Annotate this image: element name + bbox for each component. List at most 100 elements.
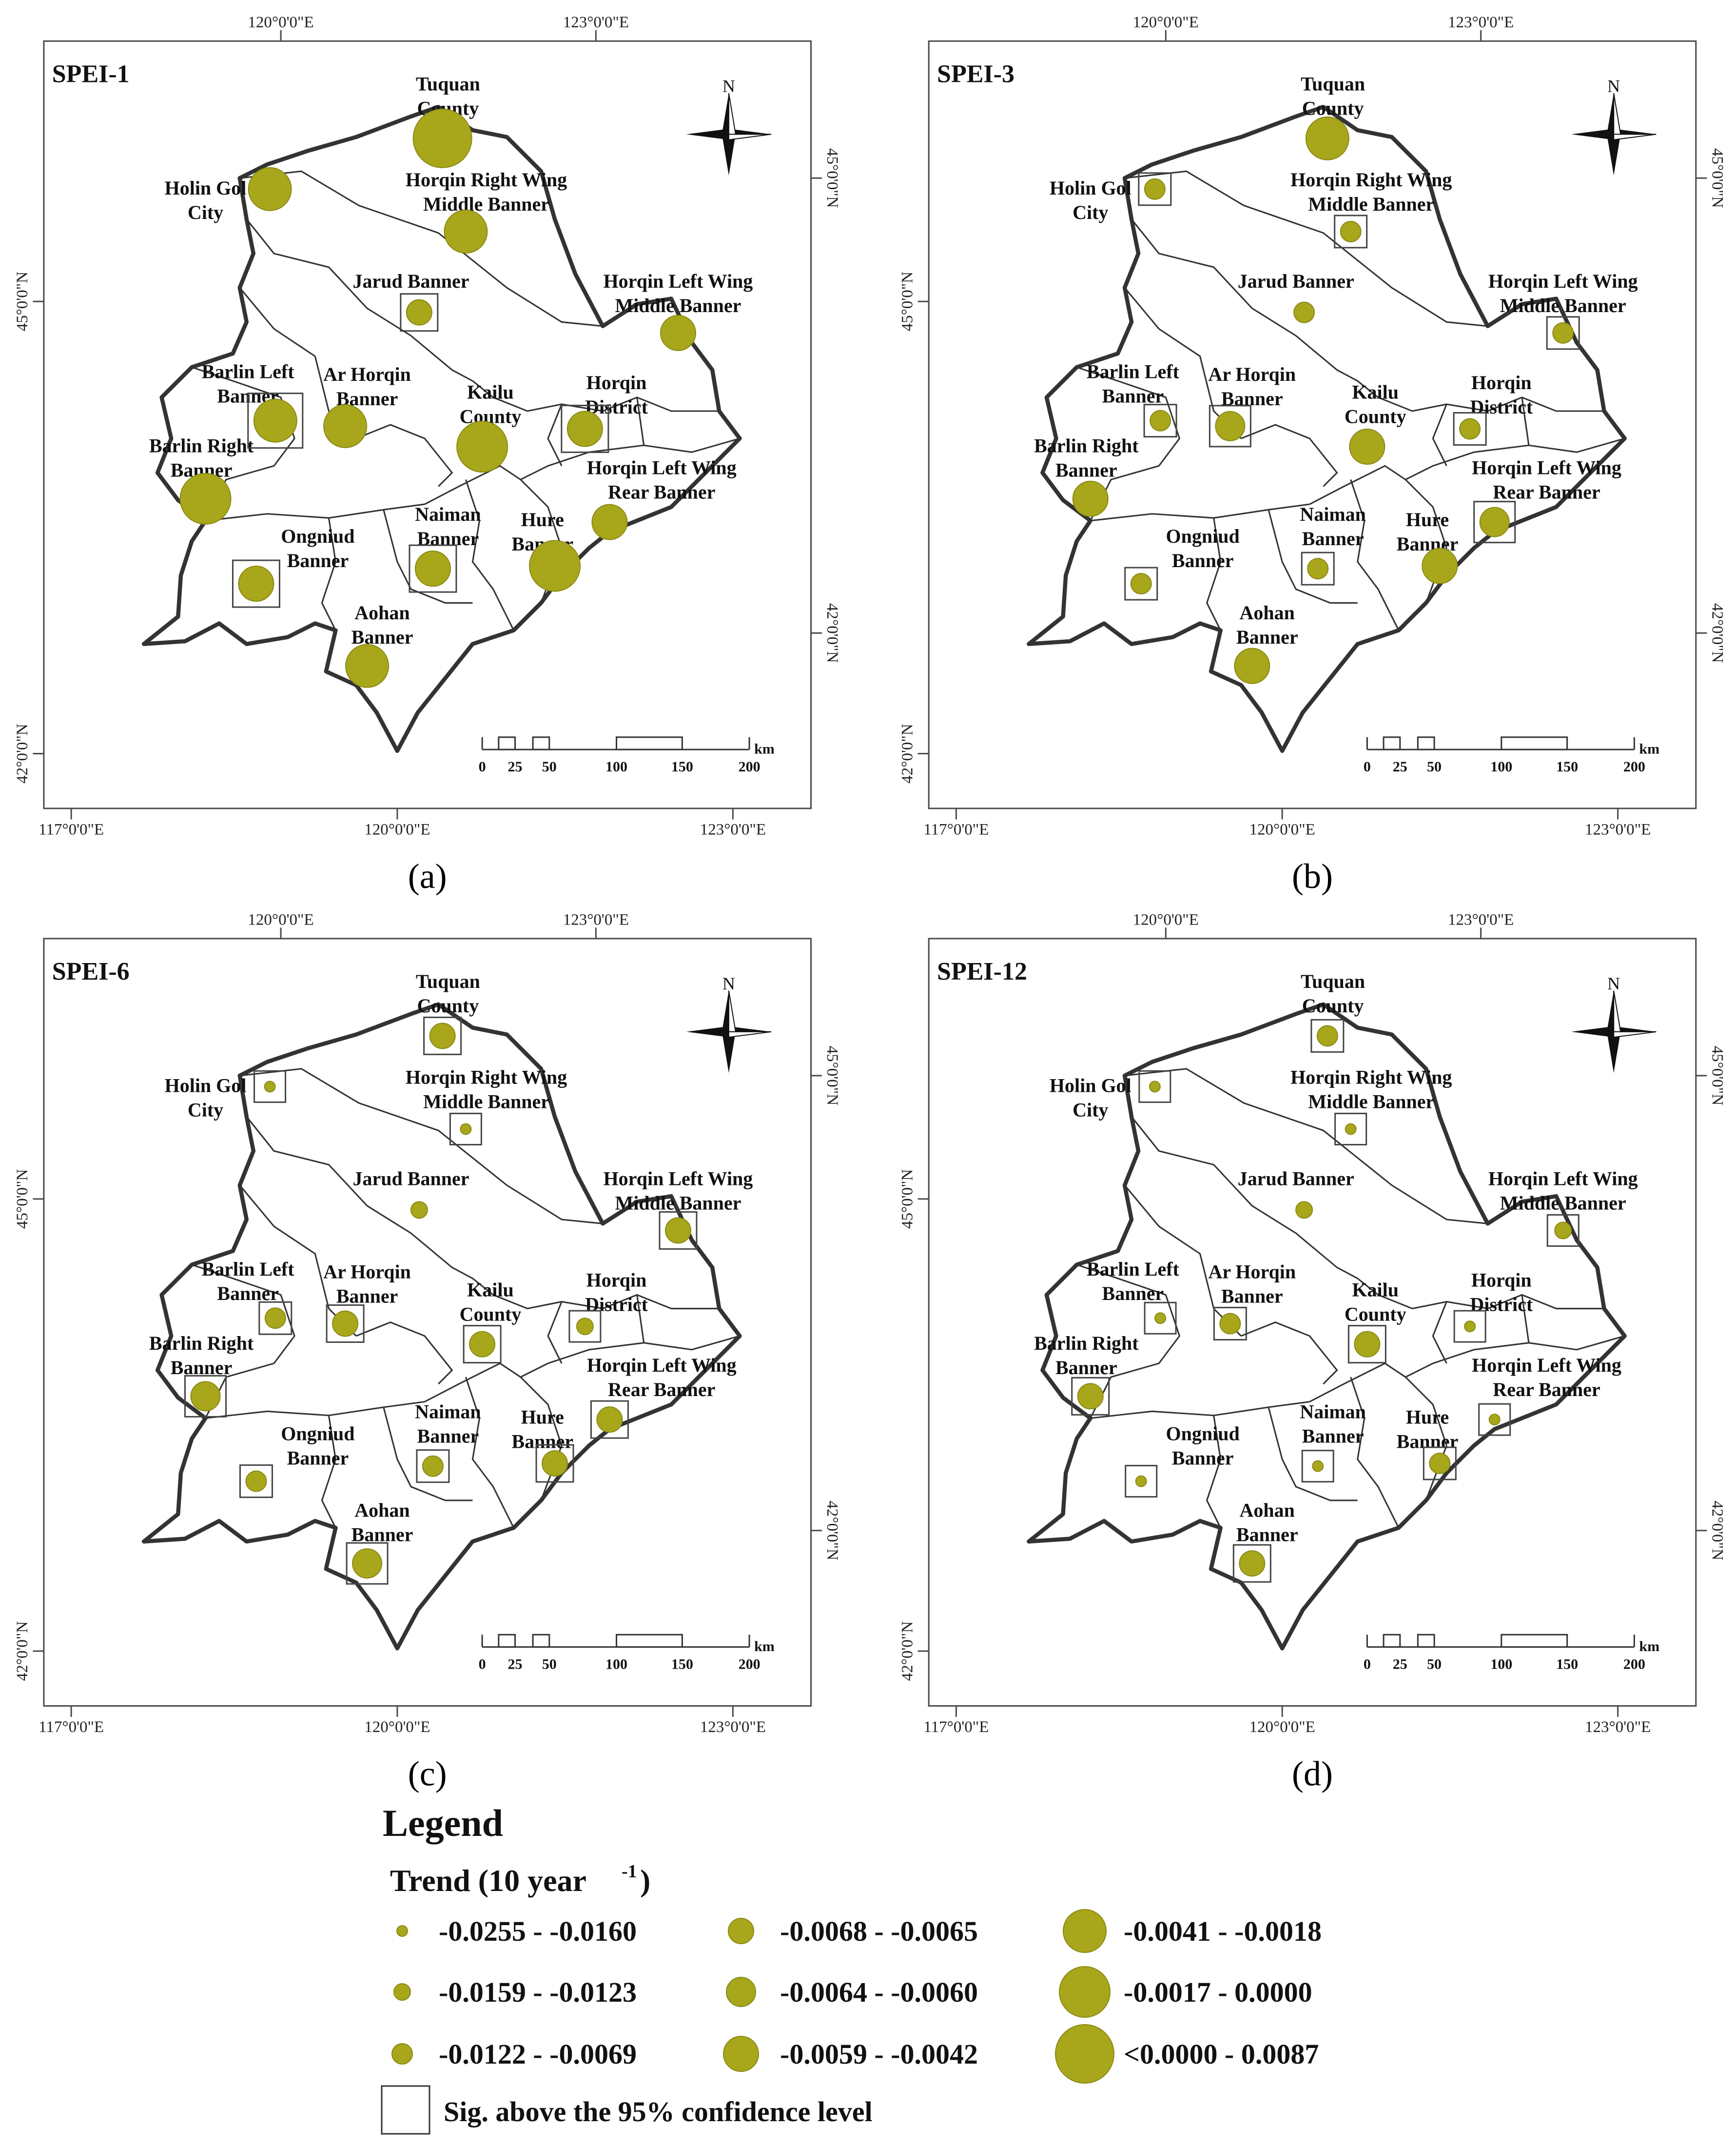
county-boundary [1268, 509, 1358, 604]
north-arrow-highlight [728, 93, 737, 135]
station-label-aohan: Aohan [1240, 1499, 1295, 1521]
scale-tick-label: 100 [1490, 759, 1512, 775]
station-label-naiman: Naiman [1300, 1400, 1366, 1422]
station-label-horqin-district: District [585, 396, 648, 418]
station-label-holin: Holin Gol [1050, 1075, 1131, 1097]
right-latitude-label: 42°0'0"N [823, 603, 841, 663]
station-label-kailu: County [1345, 1303, 1406, 1325]
county-boundary [1268, 1407, 1358, 1501]
trend-dot-jarud [1293, 301, 1315, 323]
trend-dot-ar-horqin [1219, 1313, 1241, 1335]
station-label-aohan: Banner [1236, 626, 1298, 648]
legend-dot-class-5 [726, 1977, 756, 2007]
station-label-horqin-lwr: Rear Banner [608, 1379, 715, 1400]
significance-box-aohan [1232, 1544, 1271, 1583]
trend-dot-barlin-left [253, 398, 297, 443]
station-label-holin: City [1073, 1099, 1108, 1121]
significance-box-kailu [463, 1325, 502, 1364]
north-arrow-highlight [1613, 1031, 1657, 1038]
legend-class-label: -0.0041 - -0.0018 [1124, 1915, 1322, 1947]
legend-class-label: -0.0255 - -0.0160 [439, 1915, 637, 1947]
trend-dot-horqin-lwr [596, 1406, 623, 1433]
trend-dot-horqin-district [576, 1318, 594, 1336]
legend-trend-label: Trend (10 year [390, 1863, 586, 1898]
station-label-barlin-left: Barlin Left [202, 1258, 295, 1280]
trend-dot-ongniud [1130, 573, 1152, 595]
trend-dot-horqin-rwm [460, 1123, 472, 1135]
station-label-horqin-lwm: Middle Banner [615, 1192, 741, 1214]
station-label-horqin-rwm: Horqin Right Wing [1290, 169, 1452, 191]
station-label-horqin-rwm: Middle Banner [423, 193, 549, 215]
region-boundaries [141, 104, 742, 753]
station-label-ar-horqin: Ar Horqin [1209, 1261, 1296, 1283]
station-label-holin: City [188, 201, 223, 223]
trend-dot-kailu [456, 421, 508, 473]
county-boundary [383, 509, 473, 604]
trend-dot-tuquan [1316, 1025, 1338, 1047]
bottom-longitude-label: 123°0'0"E [1585, 821, 1651, 838]
trend-dot-kailu [1354, 1331, 1381, 1358]
station-label-ongniud: Banner [1172, 550, 1234, 571]
trend-dot-horqin-lwr [1488, 1414, 1501, 1426]
station-label-hure: Banner [511, 1431, 573, 1453]
scale-tick-label: 150 [1556, 1656, 1578, 1673]
trend-dot-naiman [1307, 558, 1329, 580]
station-label-naiman: Banner [1302, 1425, 1364, 1447]
station-label-ongniud: Ongniud [281, 1422, 354, 1444]
station-label-tuquan: Tuquan [416, 73, 480, 95]
bottom-longitude-label: 117°0'0"E [39, 821, 104, 838]
north-arrow-highlight [1613, 990, 1621, 1032]
station-label-barlin-left: Barlin Left [1087, 361, 1180, 383]
trend-dot-ar-horqin [1215, 411, 1246, 441]
right-latitude-label: 45°0'0"N [1709, 1046, 1726, 1106]
significance-box-tuquan [1310, 1019, 1345, 1053]
county-boundary [424, 1335, 740, 1403]
scale-tick-label: 100 [605, 1656, 627, 1673]
station-label-kailu: Kailu [467, 381, 514, 403]
legend-dot-class-3 [391, 2043, 413, 2065]
station-label-horqin-district: Horqin [586, 372, 647, 394]
trend-dot-horqin-lwm [664, 1217, 691, 1244]
scale-tick-label: 100 [1490, 1656, 1512, 1673]
significance-box-naiman [1301, 1450, 1334, 1483]
station-label-holin: Holin Gol [165, 1075, 247, 1097]
trend-dot-holin [1149, 1081, 1161, 1093]
trend-dot-barlin-left [1150, 410, 1171, 432]
scale-unit: km [754, 1638, 775, 1655]
significance-box-ongniud [1125, 1465, 1158, 1498]
panel-title: SPEI-3 [937, 60, 1014, 88]
county-boundary [1124, 1068, 1488, 1224]
county-boundary [1241, 1321, 1338, 1385]
trend-dot-jarud [406, 299, 432, 326]
station-label-hure: Hure [521, 1406, 564, 1428]
county-boundary [1309, 437, 1625, 505]
scale-tick-label: 25 [508, 1656, 523, 1673]
trend-dot-horqin-rwm [1345, 1123, 1357, 1135]
bottom-longitude-label: 120°0'0"E [1249, 1718, 1315, 1736]
station-label-barlin-left: Banner [217, 1282, 279, 1304]
trend-dot-horqin-lwm [660, 315, 696, 351]
station-label-ar-horqin: Ar Horqin [1209, 363, 1296, 385]
station-label-horqin-lwr: Horqin Left Wing [1472, 1354, 1621, 1376]
station-label-horqin-rwm: Horqin Right Wing [406, 1066, 567, 1088]
trend-dot-naiman [414, 551, 451, 587]
trend-dot-tuquan [412, 108, 472, 168]
station-label-horqin-lwr: Rear Banner [1493, 481, 1600, 503]
station-label-horqin-district: District [585, 1294, 648, 1316]
trend-dot-aohan [1239, 1550, 1266, 1577]
station-label-barlin-right: Banner [171, 1357, 233, 1379]
station-label-tuquan: County [1302, 995, 1364, 1017]
trend-dot-ongniud [1135, 1475, 1147, 1487]
legend-class-label: -0.0068 - -0.0065 [780, 1915, 978, 1947]
county-boundary [383, 1407, 473, 1501]
legend-significance-label: Sig. above the 95% confidence level [444, 2096, 873, 2127]
station-label-naiman: Naiman [1300, 503, 1366, 525]
station-label-horqin-lwm: Horqin Left Wing [604, 1168, 753, 1190]
trend-dot-horqin-rwm [444, 209, 488, 254]
trend-dot-naiman [1312, 1460, 1324, 1472]
legend-dot-class-8 [1059, 1966, 1111, 2018]
